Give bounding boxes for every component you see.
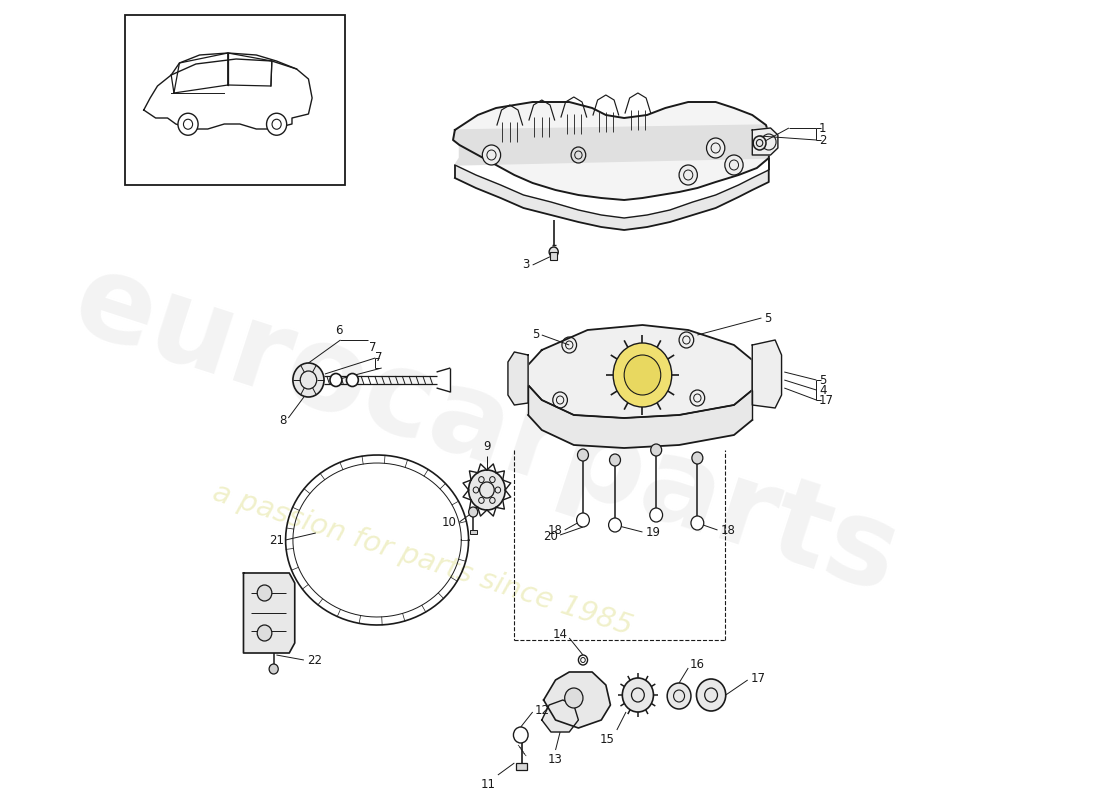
Circle shape [706,138,725,158]
Polygon shape [543,672,610,728]
Text: 21: 21 [268,534,284,546]
Circle shape [623,678,653,712]
Text: 20: 20 [543,530,559,543]
Polygon shape [508,352,528,405]
Text: 18: 18 [720,523,735,537]
Circle shape [692,452,703,464]
Circle shape [691,516,704,530]
Text: 6: 6 [334,324,342,337]
Bar [125,15,345,185]
Text: 17: 17 [750,671,766,685]
Text: 15: 15 [601,733,615,746]
Circle shape [613,343,672,407]
Circle shape [266,114,287,135]
Text: 1: 1 [820,122,826,134]
Circle shape [549,247,559,257]
Text: 7: 7 [375,351,383,364]
Polygon shape [752,128,778,155]
Circle shape [514,727,528,743]
Polygon shape [453,102,771,200]
Circle shape [651,444,662,456]
Circle shape [696,679,726,711]
Circle shape [482,145,500,165]
Text: 4: 4 [820,383,826,397]
Text: a passion for parts since 1985: a passion for parts since 1985 [209,478,636,642]
Polygon shape [455,158,769,230]
Circle shape [293,363,324,397]
Text: 2: 2 [820,134,826,146]
Circle shape [184,119,192,130]
Circle shape [330,374,342,386]
Polygon shape [528,325,752,418]
Text: 5: 5 [531,329,539,342]
Text: 18: 18 [548,523,563,537]
Circle shape [178,114,198,135]
Text: 11: 11 [481,778,496,791]
Bar [550,252,558,260]
Circle shape [257,585,272,601]
Bar [470,530,476,534]
Text: 17: 17 [820,394,834,406]
Text: 3: 3 [522,258,530,271]
Polygon shape [528,385,752,448]
Circle shape [346,374,359,386]
Circle shape [679,165,697,185]
Circle shape [564,688,583,708]
Circle shape [609,454,620,466]
Polygon shape [542,700,579,732]
Circle shape [725,155,744,175]
Text: 19: 19 [646,526,660,538]
Circle shape [624,355,661,395]
Text: 16: 16 [690,658,705,671]
Bar [516,763,527,770]
Text: 5: 5 [764,311,771,325]
Circle shape [650,508,662,522]
Text: 12: 12 [535,703,550,717]
Text: 7: 7 [368,341,376,354]
Text: eurocarparts: eurocarparts [60,242,914,618]
Text: 10: 10 [442,515,456,529]
Text: 8: 8 [279,414,286,426]
Circle shape [576,513,590,527]
Text: 22: 22 [307,654,321,666]
Circle shape [270,664,278,674]
Circle shape [469,507,477,517]
Circle shape [257,625,272,641]
Polygon shape [243,573,295,653]
Polygon shape [752,340,782,408]
Text: 9: 9 [483,440,491,453]
Circle shape [272,119,282,130]
Circle shape [668,683,691,709]
Circle shape [754,136,766,150]
Circle shape [578,449,588,461]
Polygon shape [453,125,771,165]
Text: 13: 13 [548,753,563,766]
Circle shape [608,518,622,532]
Circle shape [469,470,505,510]
Text: 14: 14 [552,629,568,642]
Text: 5: 5 [820,374,826,386]
